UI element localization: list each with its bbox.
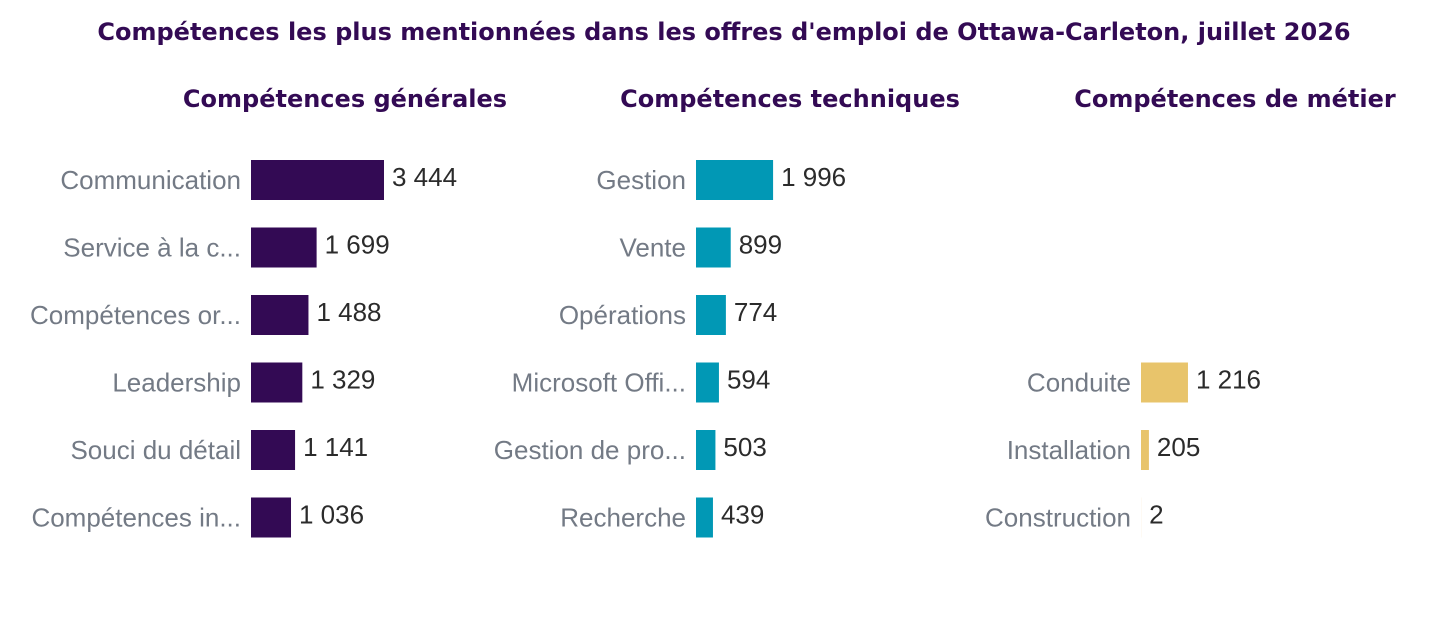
category-label: Recherche bbox=[560, 502, 686, 532]
value-label: 1 699 bbox=[325, 229, 390, 259]
value-label: 439 bbox=[721, 499, 764, 529]
panel-title-trade: Compétences de métier bbox=[1074, 85, 1396, 113]
category-label: Gestion de pro... bbox=[494, 435, 686, 465]
value-label: 1 141 bbox=[303, 432, 368, 462]
category-label: Vente bbox=[619, 232, 686, 262]
category-label: Installation bbox=[1007, 435, 1131, 465]
value-label: 594 bbox=[727, 364, 770, 394]
value-label: 1 036 bbox=[299, 499, 364, 529]
value-label: 2 bbox=[1149, 499, 1163, 529]
category-label: Conduite bbox=[1027, 367, 1131, 397]
value-label: 503 bbox=[723, 432, 766, 462]
bar bbox=[251, 497, 292, 538]
value-label: 3 444 bbox=[392, 162, 457, 192]
category-label: Microsoft Offi... bbox=[512, 367, 686, 397]
category-label: Communication bbox=[60, 165, 241, 195]
category-label: Construction bbox=[985, 502, 1131, 532]
bar bbox=[251, 362, 303, 403]
bar bbox=[696, 497, 713, 538]
value-label: 205 bbox=[1157, 432, 1200, 462]
bar bbox=[251, 430, 296, 470]
value-label: 899 bbox=[739, 229, 782, 259]
bar bbox=[1141, 430, 1149, 470]
category-label: Opérations bbox=[559, 300, 686, 330]
bar bbox=[696, 160, 774, 200]
panel-title-technical: Compétences techniques bbox=[620, 85, 960, 113]
bar bbox=[696, 295, 726, 335]
value-label: 1 329 bbox=[310, 364, 375, 394]
category-label: Souci du détail bbox=[70, 435, 241, 465]
bar bbox=[696, 362, 719, 403]
category-label: Gestion bbox=[596, 165, 686, 195]
bar bbox=[251, 227, 317, 268]
category-label: Leadership bbox=[112, 367, 241, 397]
value-label: 1 216 bbox=[1196, 364, 1261, 394]
bar bbox=[251, 295, 309, 335]
panel-title-general: Compétences générales bbox=[182, 85, 508, 113]
category-label: Compétences or... bbox=[30, 300, 241, 330]
category-label: Compétences in... bbox=[31, 502, 241, 532]
value-label: 1 996 bbox=[781, 162, 846, 192]
bar bbox=[696, 430, 716, 470]
bar bbox=[696, 227, 731, 268]
chart-title: Compétences les plus mentionnées dans le… bbox=[97, 18, 1351, 46]
bar bbox=[1141, 362, 1188, 403]
bar bbox=[251, 160, 384, 200]
value-label: 774 bbox=[734, 297, 777, 327]
value-label: 1 488 bbox=[316, 297, 381, 327]
category-label: Service à la c... bbox=[63, 232, 241, 262]
